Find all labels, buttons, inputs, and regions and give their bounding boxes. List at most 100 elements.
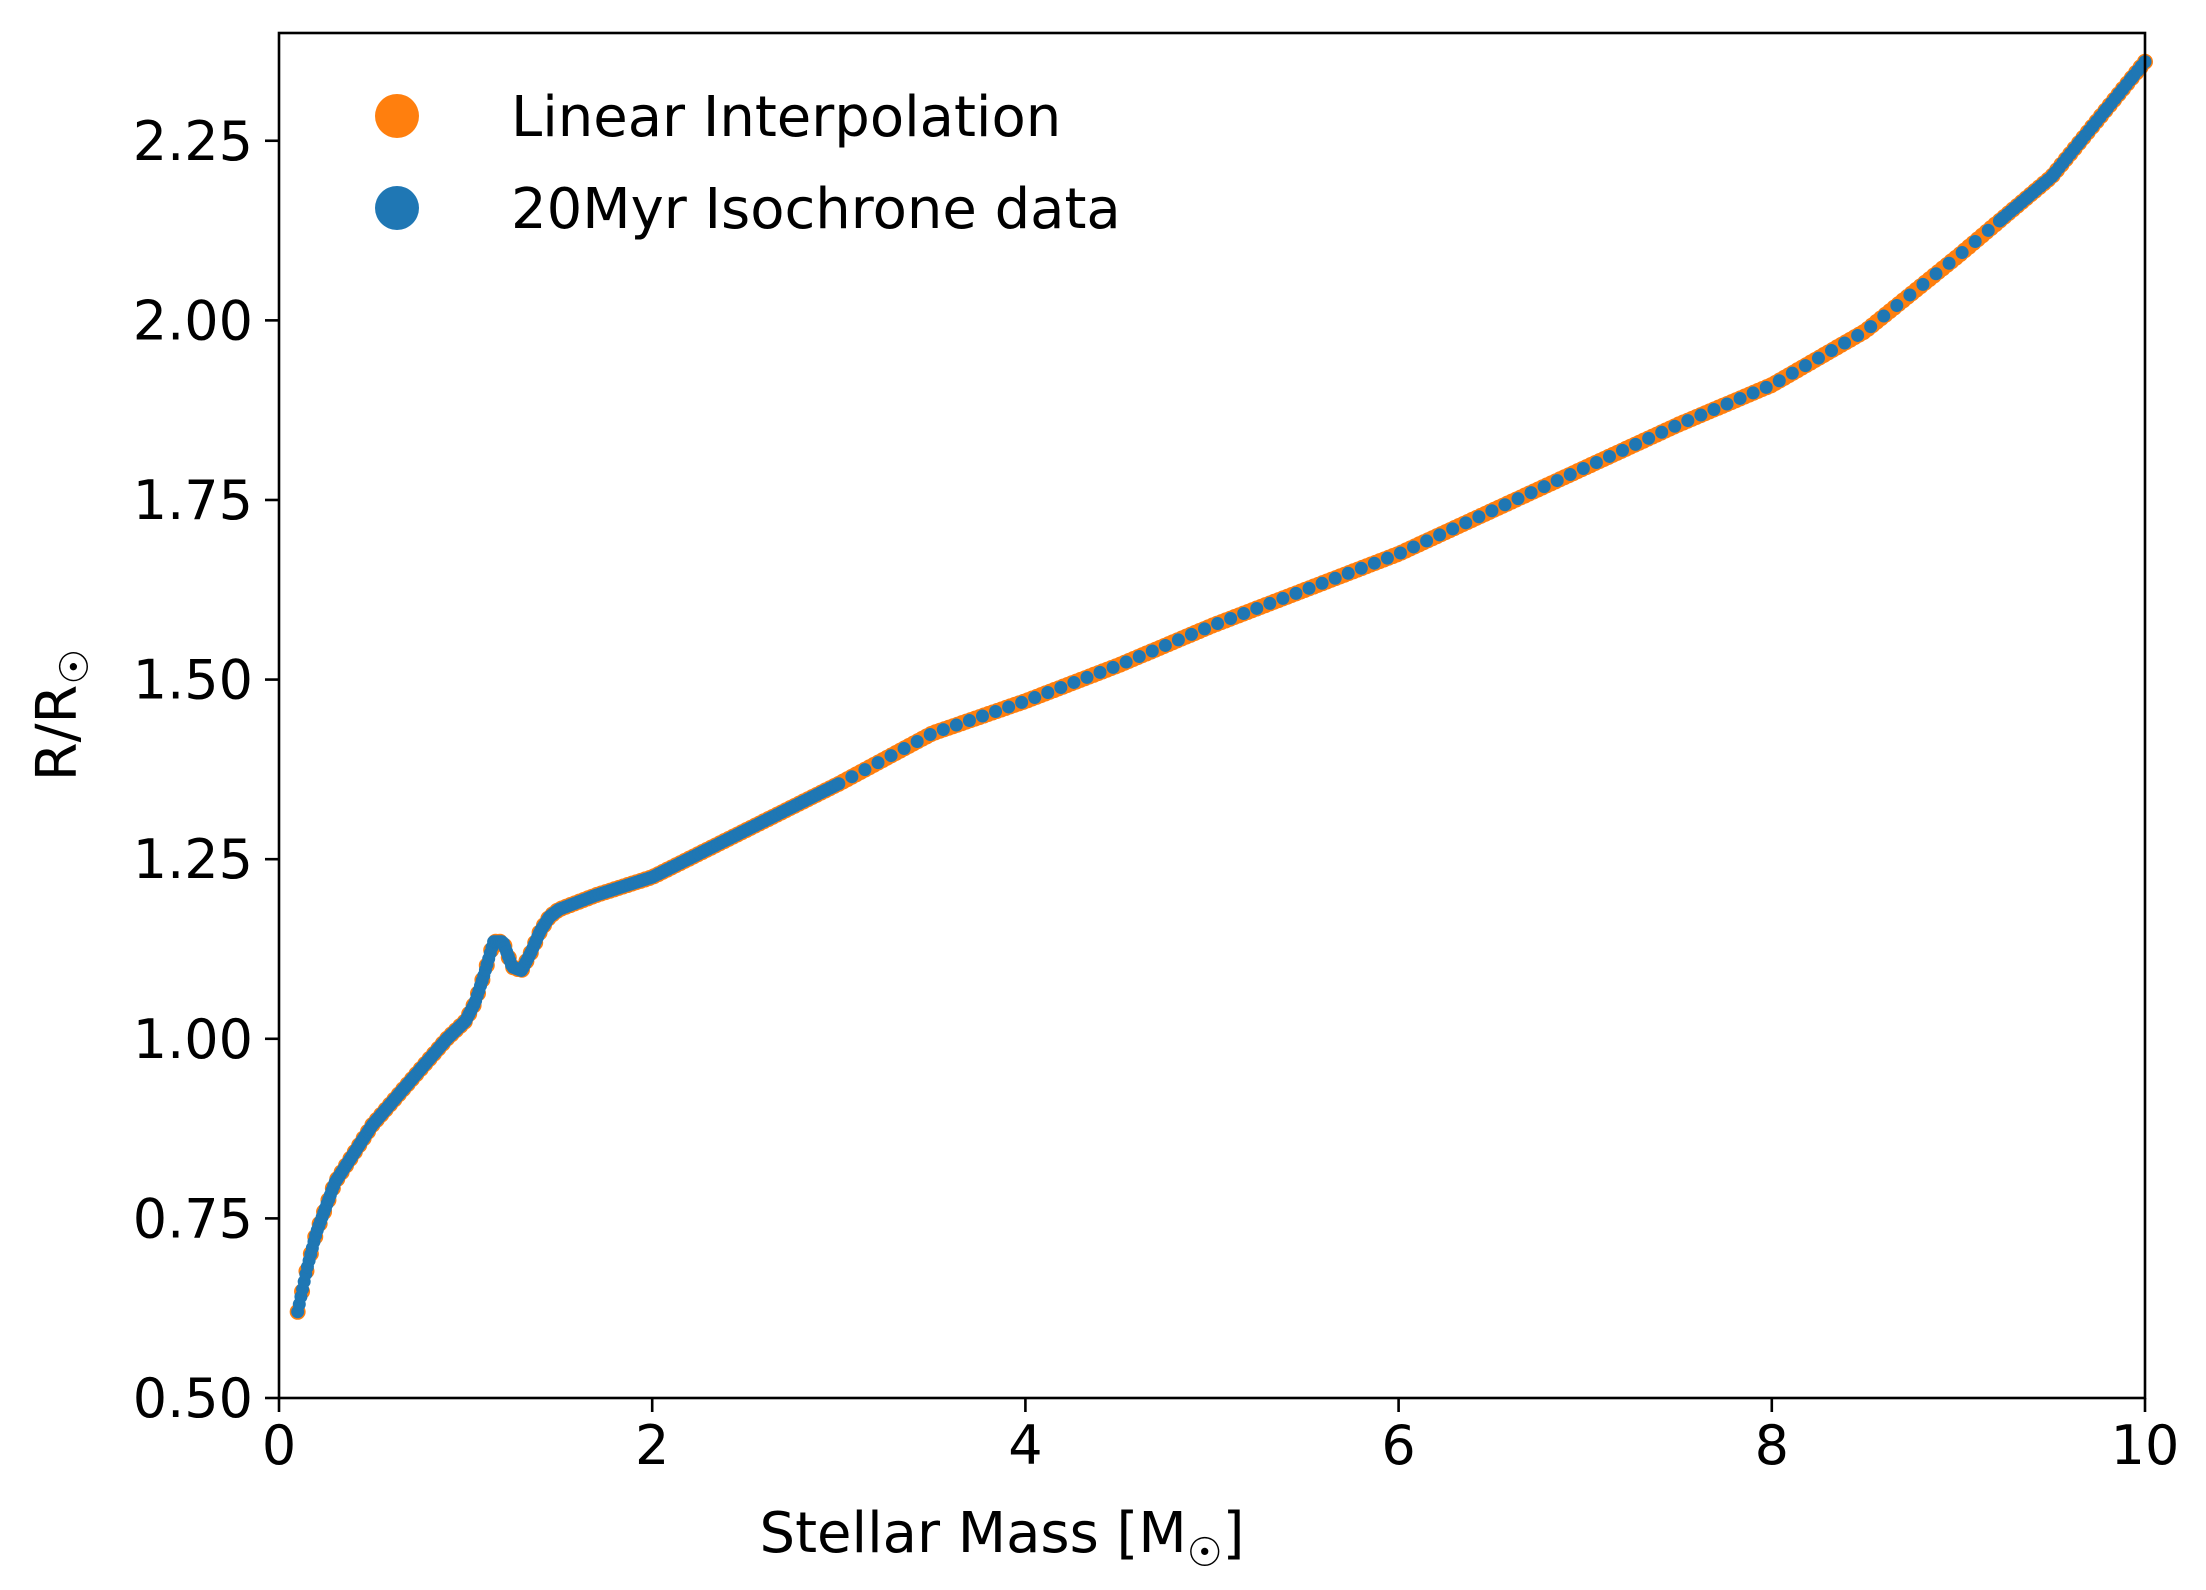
isochrone-point (1407, 540, 1421, 554)
isochrone-point (1420, 534, 1434, 548)
isochrone-point (1759, 380, 1773, 394)
isochrone-point (1354, 561, 1368, 575)
isochrone-point (1198, 622, 1212, 636)
isochrone-point (1851, 328, 1865, 342)
isochrone-point (1380, 551, 1394, 565)
isochrone-point (884, 749, 898, 763)
isochrone-point (1158, 638, 1172, 652)
isochrone-point (1942, 256, 1956, 270)
isochrone-point (1067, 675, 1081, 689)
series-layer (289, 53, 2153, 1320)
isochrone-point (897, 742, 911, 756)
isochrone-point (1694, 408, 1708, 422)
isochrone-point (1132, 650, 1146, 664)
isochrone-point (1864, 320, 1878, 334)
isochrone-point (1028, 691, 1042, 705)
isochrone-point (1041, 686, 1055, 700)
x-axis-label-sun-symbol: ☉ (1187, 1530, 1223, 1576)
isochrone-point (1616, 443, 1630, 457)
isochrone-point (923, 727, 937, 741)
isochrone-point (1433, 528, 1447, 542)
y-tick-label: 0.75 (133, 1187, 253, 1250)
y-tick-label: 1.75 (133, 469, 253, 532)
legend: Linear Interpolation 20Myr Isochrone dat… (375, 85, 1121, 242)
isochrone-point (1054, 680, 1068, 694)
isochrone-point (1328, 571, 1342, 585)
isochrone-point (989, 704, 1003, 718)
isochrone-point (949, 718, 963, 732)
isochrone-point (1002, 700, 1016, 714)
y-axis: 0.50 0.75 1.00 1.25 1.50 1.75 2.00 2.25 (133, 110, 279, 1430)
legend-marker-isochrone-data (375, 186, 419, 230)
isochrone-point (1825, 344, 1839, 358)
isochrone-point (1211, 617, 1225, 631)
isochrone-point (1080, 670, 1094, 684)
isochrone-point (1785, 366, 1799, 380)
plot-frame (277, 31, 2147, 1400)
isochrone-point (1263, 596, 1277, 610)
isochrone-point (832, 777, 846, 791)
y-tick-label: 2.25 (133, 110, 253, 173)
y-tick-label: 1.25 (133, 828, 253, 891)
x-axis-label-main: Stellar Mass [M (760, 1501, 1187, 1566)
isochrone-point (1393, 546, 1407, 560)
isochrone-point (1929, 267, 1943, 281)
isochrone-point (1276, 591, 1290, 605)
isochrone-point (1589, 455, 1603, 469)
y-tick-label: 1.00 (133, 1008, 253, 1071)
isochrone-point (1184, 627, 1198, 641)
isochrone-point (1838, 336, 1852, 350)
y-axis-label-sun-symbol: ☉ (52, 649, 98, 685)
isochrone-point (1681, 414, 1695, 428)
isochrone-point (1171, 633, 1185, 647)
isochrone-point (1498, 498, 1512, 512)
isochrone-point (1642, 431, 1656, 445)
isochrone-point (1511, 492, 1525, 506)
legend-label-linear-interpolation: Linear Interpolation (511, 85, 1061, 150)
x-axis-label-end: ] (1223, 1501, 1245, 1566)
isochrone-point (1106, 660, 1120, 674)
isochrone-point (1733, 391, 1747, 405)
series-isochrone-data (291, 55, 2152, 1319)
x-tick-label: 8 (1755, 1414, 1789, 1477)
isochrone-point (1289, 586, 1303, 600)
isochrone-point (1877, 309, 1891, 323)
y-tick-label: 0.50 (133, 1367, 253, 1430)
y-axis-label: R/R☉ (25, 649, 98, 782)
isochrone-point (1563, 468, 1577, 482)
isochrone-point (1093, 665, 1107, 679)
isochrone-point (1119, 655, 1133, 669)
isochrone-point (1446, 522, 1460, 536)
x-axis-label: Stellar Mass [M☉] (760, 1501, 1245, 1576)
isochrone-point (1903, 288, 1917, 302)
isochrone-point (1668, 419, 1682, 433)
isochrone-point (1341, 566, 1355, 580)
isochrone-point (858, 763, 872, 777)
isochrone-point (1772, 374, 1786, 388)
isochrone-point (1576, 462, 1590, 476)
isochrone-point (1655, 425, 1669, 439)
isochrone-point (910, 735, 924, 749)
isochrone-point (1250, 601, 1264, 615)
x-tick-label: 4 (1008, 1414, 1042, 1477)
isochrone-point (1629, 437, 1643, 451)
isochrone-point (1602, 449, 1616, 463)
isochrone-point (1707, 403, 1721, 417)
isochrone-point (1524, 486, 1538, 500)
y-tick-label: 2.00 (133, 289, 253, 352)
isochrone-point (936, 723, 950, 737)
x-tick-label: 10 (2111, 1414, 2180, 1477)
x-tick-label: 2 (635, 1414, 669, 1477)
isochrone-point (962, 714, 976, 728)
isochrone-point (1550, 474, 1564, 488)
isochrone-point (1224, 612, 1238, 626)
y-tick-label: 1.50 (133, 649, 253, 712)
isochrone-point (1459, 516, 1473, 530)
isochrone-point (1367, 556, 1381, 570)
isochrone-point (975, 709, 989, 723)
isochrone-point (1015, 695, 1029, 709)
isochrone-point (1968, 234, 1982, 248)
legend-label-isochrone-data: 20Myr Isochrone data (511, 177, 1121, 242)
